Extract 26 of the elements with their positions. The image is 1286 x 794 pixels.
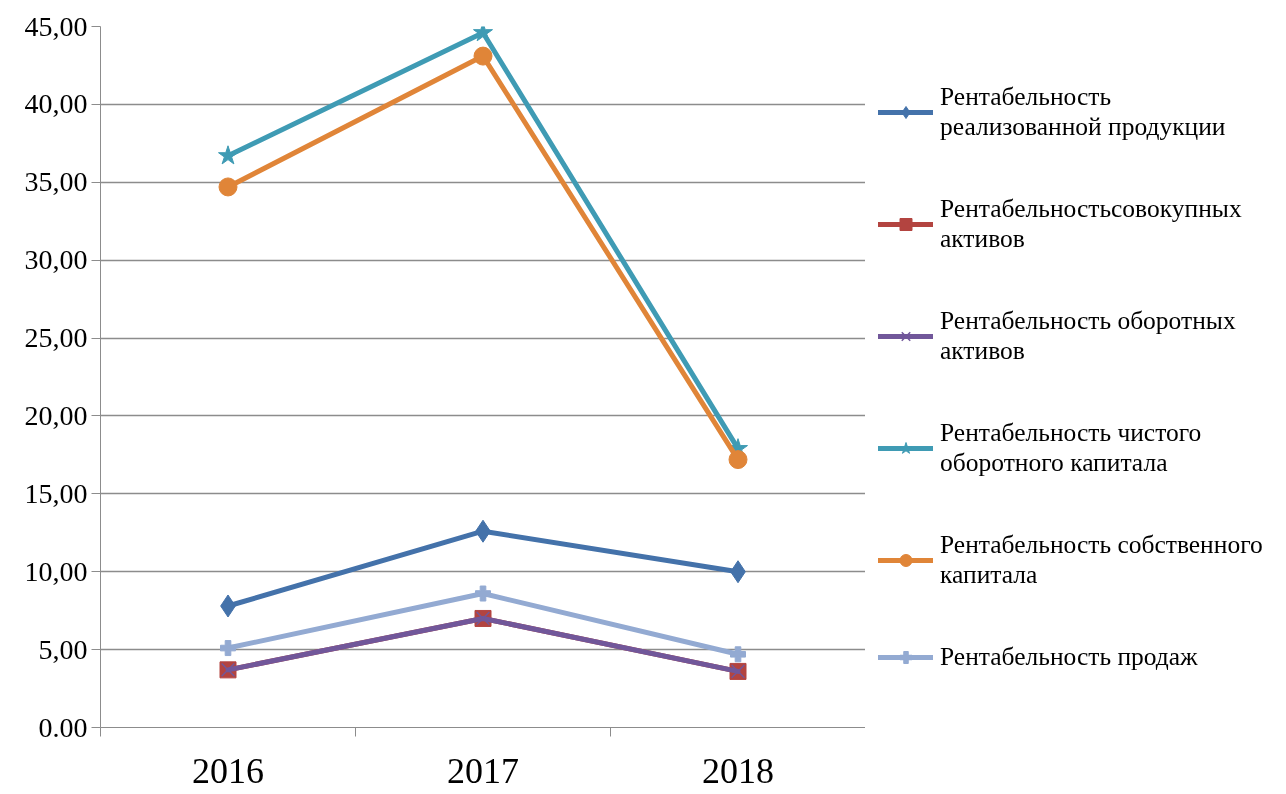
legend-label: Рентабельность оборотных активов — [940, 305, 1236, 366]
y-tick-label: 30,00 — [24, 244, 88, 276]
legend-label: Рентабельностьсовокупных активов — [940, 193, 1242, 254]
y-tick-label: 20,00 — [24, 399, 88, 431]
legend-label: Рентабельность чистого оборотного капитала — [940, 417, 1202, 478]
point — [475, 585, 491, 602]
legend-label: Рентабельность реализованной продукции — [940, 81, 1226, 142]
x-tick-label: 2018 — [702, 750, 774, 791]
y-tick-label: 45,00 — [24, 10, 88, 42]
x-tick-label: 2016 — [192, 750, 264, 791]
y-tick-label: 40,00 — [24, 88, 88, 120]
legend-label: Рентабельность продаж — [940, 641, 1198, 672]
legend-label: Рентабельность собственного капитала — [940, 529, 1263, 590]
y-tick-label: 5,00 — [38, 633, 88, 665]
x-tick-label: 2017 — [447, 750, 519, 791]
point — [220, 640, 236, 657]
point — [728, 450, 748, 470]
point — [473, 46, 493, 66]
point — [730, 646, 746, 663]
y-tick-label: 0.00 — [38, 711, 88, 743]
y-tick-label: 35,00 — [24, 166, 88, 198]
point — [218, 177, 238, 197]
y-tick-label: 15,00 — [24, 477, 88, 509]
y-tick-label: 25,00 — [24, 322, 88, 354]
point — [217, 145, 239, 165]
y-tick-label: 10,00 — [24, 555, 88, 587]
